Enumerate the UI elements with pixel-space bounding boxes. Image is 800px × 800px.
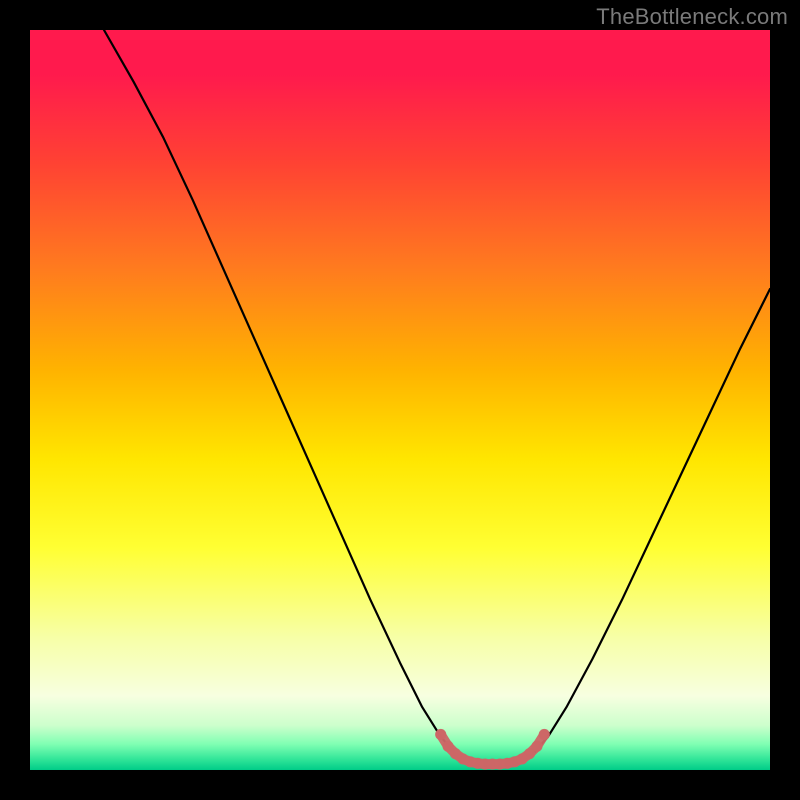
watermark-text: TheBottleneck.com: [596, 4, 788, 30]
bottleneck-chart: [0, 0, 800, 800]
chart-container: TheBottleneck.com: [0, 0, 800, 800]
